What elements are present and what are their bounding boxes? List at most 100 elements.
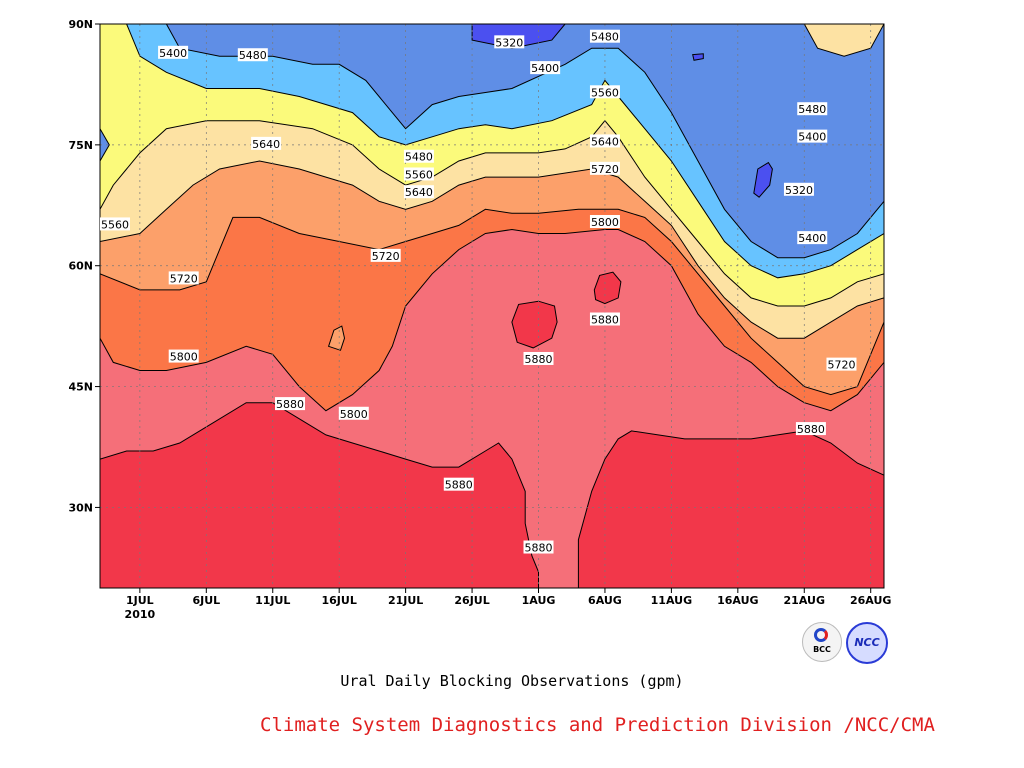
contour-line-5720 [100, 208, 884, 396]
y-tick-label: 60N [68, 260, 93, 273]
contour-label: 5640 [251, 136, 282, 151]
contour-label-text: 5400 [159, 47, 187, 60]
contour-label-text: 5320 [495, 36, 523, 49]
contour-label: 5480 [403, 149, 434, 164]
ncc-logo: NCC [846, 622, 888, 664]
contour-label: 5800 [168, 349, 199, 364]
x-tick-label: 26JUL [454, 594, 489, 607]
band-below-5400 [166, 24, 884, 258]
contour-label: 5400 [797, 129, 828, 144]
contour-label-text: 5720 [827, 359, 855, 372]
x-tick-label: 16AUG [717, 594, 758, 607]
contour-island-5880 [593, 271, 622, 305]
x-tick-label: 11JUL [255, 594, 290, 607]
contour-line-5560 [100, 119, 884, 307]
contour-island-5320 [692, 53, 704, 61]
contour-lines [100, 24, 884, 588]
y-tick-label: 90N [68, 18, 93, 31]
contour-line-5400 [165, 24, 884, 259]
contour-label: 5560 [589, 85, 620, 99]
contour-label: 5880 [523, 540, 554, 555]
x-year-label: 2010 [125, 608, 156, 621]
x-tick-label: 11AUG [651, 594, 692, 607]
contour-label-text: 5640 [591, 135, 619, 148]
contour-label-text: 5720 [372, 250, 400, 263]
axis-ticks: 1JUL 6JUL 11JUL 16JUL 21JUL 26JUL 1AUG 6AUG 11AU… [68, 18, 891, 621]
contour-label-text: 5800 [340, 408, 368, 421]
contour-label: 5480 [589, 29, 620, 44]
bcc-logo: BCC [802, 622, 842, 662]
contour-label-text: 5880 [525, 542, 553, 555]
contour-labels: 5400 5480 5320 5480 5400 5560 5480 5400 5320 5400… [100, 29, 857, 555]
contour-label-text: 5800 [170, 351, 198, 364]
x-tick-label: 6JUL [192, 594, 220, 607]
contour-label: 5320 [494, 35, 525, 49]
contour-label-text: 5560 [101, 218, 129, 231]
contour-label: 5800 [589, 215, 620, 229]
contour-island-5320 [753, 161, 773, 198]
contour-label-text: 5400 [798, 232, 826, 245]
contour-label: 5800 [338, 406, 369, 421]
contour-label-text: 5880 [276, 398, 304, 411]
contour-label: 5400 [530, 61, 561, 75]
contour-label-text: 5880 [797, 423, 825, 436]
contour-label: 5880 [795, 422, 826, 436]
y-tick-label: 45N [68, 381, 93, 394]
contour-label: 5720 [589, 161, 620, 176]
contour-island-5480 [803, 24, 884, 57]
contour-bands [100, 24, 884, 588]
chart-caption: Ural Daily Blocking Observations (gpm) [340, 672, 684, 690]
grid-lines [100, 24, 884, 588]
x-tick-label: 21AUG [784, 594, 825, 607]
contour-label: 5880 [589, 312, 620, 327]
contour-line-5640 [100, 160, 884, 339]
contour-island-5400 [100, 127, 110, 162]
credit-line: Climate System Diagnostics and Predictio… [260, 714, 935, 736]
contour-label-text: 5400 [798, 131, 826, 144]
contour-label-text: 5720 [591, 163, 619, 176]
contour-island-5880 [511, 300, 558, 349]
contour-label: 5560 [100, 217, 130, 231]
contour-label: 5640 [403, 185, 434, 199]
contour-label: 5720 [168, 271, 199, 285]
contour-label-text: 5480 [798, 103, 826, 116]
x-tick-label: 6AUG [588, 594, 622, 607]
contour-label: 5480 [797, 102, 828, 116]
contour-label-text: 5560 [591, 86, 619, 99]
contour-label: 5560 [403, 167, 434, 181]
contour-label: 5880 [523, 351, 554, 366]
x-tick-label: 1JUL [126, 594, 154, 607]
contour-label: 5400 [797, 231, 828, 245]
contour-label: 5880 [443, 477, 474, 492]
contour-line-5800 [100, 228, 884, 412]
x-tick-label: 26AUG [850, 594, 891, 607]
contour-label-text: 5640 [252, 138, 280, 151]
contour-label-text: 5800 [591, 216, 619, 229]
contour-label-text: 5560 [405, 168, 433, 181]
contour-label: 5640 [589, 134, 620, 148]
contour-label-text: 5880 [525, 353, 553, 366]
contour-label-text: 5480 [239, 49, 267, 62]
x-tick-label: 21JUL [388, 594, 423, 607]
contour-label-text: 5400 [531, 62, 559, 75]
contour-label-text: 5880 [591, 314, 619, 327]
contour-label-text: 5880 [445, 479, 473, 492]
contour-label-text: 5480 [591, 31, 619, 44]
contour-label-text: 5720 [170, 272, 198, 285]
x-tick-label: 16JUL [322, 594, 357, 607]
contour-label: 5880 [275, 397, 306, 411]
contour-label: 5720 [370, 248, 401, 263]
bcc-swirl-icon [814, 628, 828, 642]
contour-label: 5320 [783, 182, 814, 197]
contour-label: 5400 [158, 45, 189, 60]
contour-label: 5720 [826, 357, 857, 372]
y-tick-label: 75N [68, 139, 93, 152]
plot-frame [99, 23, 885, 589]
contour-island-5640 [327, 325, 346, 351]
contour-label-text: 5480 [405, 151, 433, 164]
x-tick-label: 1AUG [522, 594, 556, 607]
y-tick-label: 30N [68, 501, 93, 514]
contour-label: 5480 [237, 48, 268, 62]
contour-label-text: 5640 [405, 186, 433, 199]
